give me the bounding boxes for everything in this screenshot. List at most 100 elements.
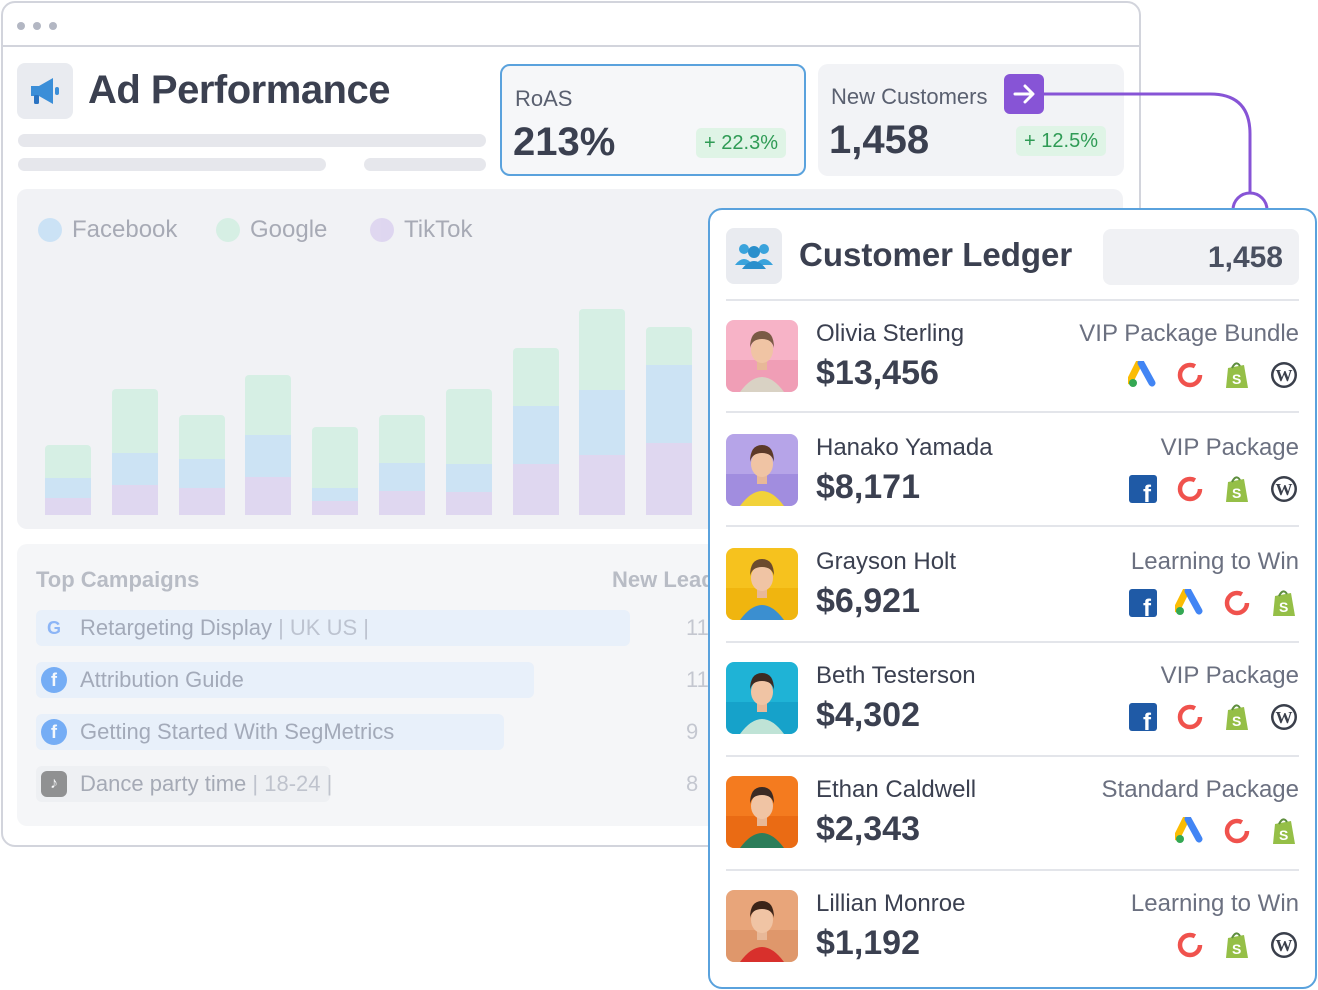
legend-swatch (38, 218, 62, 242)
bar-segment (512, 464, 559, 515)
svg-text:f: f (1143, 481, 1152, 504)
customer-amount: $6,921 (816, 582, 920, 620)
bar-segment (646, 443, 693, 515)
bar-segment (111, 389, 158, 453)
bar-segment (178, 415, 225, 459)
window-dot (33, 22, 41, 30)
google-ads-icon (1175, 588, 1205, 618)
customer-package: VIP Package Bundle (1079, 320, 1299, 347)
divider (726, 299, 1299, 301)
shopify-icon: S (1222, 360, 1252, 390)
facebook-icon: f (1128, 702, 1158, 732)
window-title-bar (3, 3, 1139, 47)
legend-label: Facebook (72, 216, 178, 243)
hubspot-icon (1175, 930, 1205, 960)
bar-segment (245, 435, 292, 477)
customer-name: Ethan Caldwell (816, 776, 977, 803)
wordpress-icon: W (1269, 360, 1299, 390)
bar-segment (512, 348, 559, 406)
kpi-label: RoAS (515, 86, 573, 111)
campaign-tags: | UK US | (271, 615, 369, 640)
customer-name: Beth Testerson (816, 662, 976, 689)
campaign-leads: 8 (686, 771, 699, 796)
customer-package: VIP Package (1160, 662, 1299, 689)
kpi-card-roas[interactable]: RoAS 213% + 22.3% (500, 64, 806, 176)
bar-segment (445, 464, 492, 492)
placeholder-line (364, 158, 486, 171)
legend-item-tiktok: TikTok (370, 216, 472, 244)
avatar (726, 662, 798, 734)
bar-segment (178, 488, 225, 515)
table-row[interactable] (36, 610, 630, 646)
svg-text:f: f (1143, 709, 1152, 732)
customer-row[interactable]: Lillian Monroe $1,192 Learning to Win S W (726, 890, 1299, 990)
svg-text:W: W (1276, 708, 1293, 727)
window-dot (49, 22, 57, 30)
kpi-value: 213% (513, 120, 616, 164)
svg-text:W: W (1276, 366, 1293, 385)
svg-text:S: S (1279, 827, 1288, 843)
hubspot-icon (1175, 360, 1205, 390)
shopify-icon: S (1222, 474, 1252, 504)
customer-row[interactable]: Grayson Holt $6,921 Learning to Win f S (726, 548, 1299, 662)
campaign-name: Getting Started With SegMetrics (80, 719, 394, 745)
bar-segment (579, 390, 626, 455)
wordpress-icon: W (1269, 930, 1299, 960)
divider (726, 411, 1299, 413)
table-row[interactable] (36, 714, 504, 750)
divider (726, 869, 1299, 871)
campaign-leads: 11 (686, 667, 709, 692)
customer-row[interactable]: Hanako Yamada $8,171 VIP Package f S W (726, 434, 1299, 548)
facebook-icon: f (1128, 474, 1158, 504)
bar-segment (646, 365, 693, 443)
legend-label: Google (250, 216, 328, 243)
customer-amount: $13,456 (816, 354, 939, 392)
table-row[interactable] (36, 766, 330, 802)
svg-text:f: f (1143, 595, 1152, 618)
campaign-title: Dance party time (80, 771, 247, 796)
customer-package: Standard Package (1101, 776, 1299, 803)
table-header-leads: New Lead (612, 567, 715, 592)
bar-segment (512, 406, 559, 464)
customer-row[interactable]: Olivia Sterling $13,456 VIP Package Bundle… (726, 320, 1299, 434)
customer-amount: $4,302 (816, 696, 920, 734)
bar-segment (579, 455, 626, 515)
legend-label: TikTok (404, 216, 473, 243)
tiktok-icon: ♪ (41, 771, 67, 797)
ledger-title: Customer Ledger (799, 236, 1073, 273)
customer-package: Learning to Win (1130, 890, 1299, 917)
campaign-name: Attribution Guide (80, 667, 244, 693)
arrow-right-icon[interactable] (1004, 74, 1044, 114)
bar-segment (111, 453, 158, 485)
megaphone-icon (17, 63, 73, 119)
svg-text:S: S (1232, 371, 1241, 387)
svg-text:W: W (1276, 480, 1293, 499)
facebook-icon: f (41, 719, 67, 745)
campaign-name: Retargeting Display | UK US | (80, 615, 369, 641)
customer-name: Grayson Holt (816, 548, 957, 575)
page-title: Ad Performance (88, 68, 390, 112)
bar-segment (245, 375, 292, 435)
table-row[interactable] (36, 662, 534, 698)
shopify-icon: S (1222, 702, 1252, 732)
google-icon: G (46, 617, 61, 638)
customer-amount: $8,171 (816, 468, 920, 506)
bar-segment (646, 327, 693, 365)
bar-segment (579, 309, 626, 390)
bar-segment (111, 485, 158, 515)
legend-item-facebook: Facebook (38, 216, 177, 244)
bar-segment (312, 427, 359, 488)
customer-row[interactable]: Ethan Caldwell $2,343 Standard Package S (726, 776, 1299, 890)
customer-name: Lillian Monroe (816, 890, 966, 917)
bar-segment (45, 498, 91, 515)
shopify-icon: S (1269, 816, 1299, 846)
kpi-card-new-customers[interactable]: New Customers 1,458 + 12.5% (818, 64, 1124, 176)
customer-row[interactable]: Beth Testerson $4,302 VIP Package f S W (726, 662, 1299, 776)
window-dot (17, 22, 25, 30)
kpi-label: New Customers (831, 84, 988, 109)
avatar (726, 434, 798, 506)
legend-item-google: Google (216, 216, 327, 244)
integration-icons: S (1175, 816, 1299, 846)
